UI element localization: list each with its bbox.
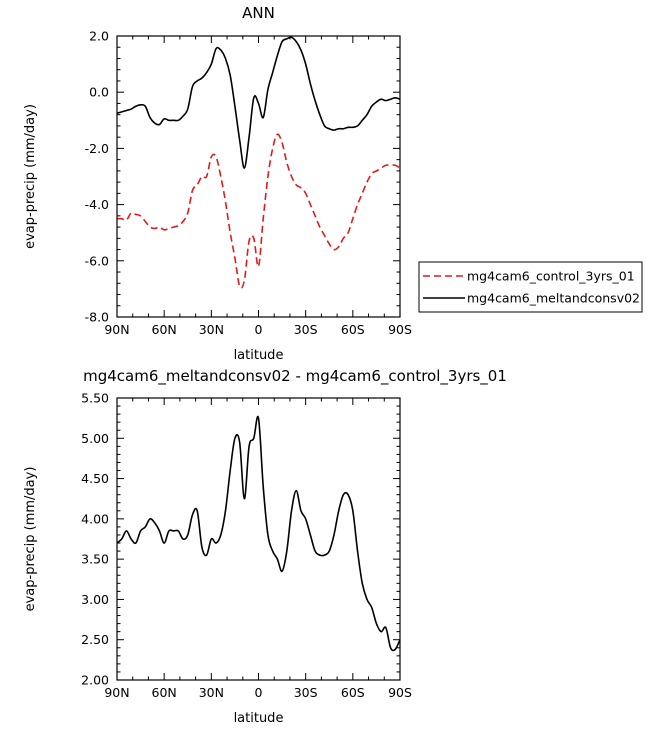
y-tick-label: -4.0 xyxy=(85,197,109,212)
x-tick-label: 90S xyxy=(388,322,412,337)
legend-entry-meltandconsv02: mg4cam6_meltandconsv02 xyxy=(467,291,640,306)
x-tick-label: 90N xyxy=(104,685,129,700)
y-tick-label: 3.50 xyxy=(81,552,109,567)
x-tick-label: 0 xyxy=(255,322,263,337)
y-tick-label: 4.00 xyxy=(81,511,109,526)
series-line-control xyxy=(116,133,401,289)
y-tick-label: 5.00 xyxy=(81,431,109,446)
chart-top-legend: mg4cam6_control_3yrs_01 mg4cam6_meltandc… xyxy=(418,261,643,313)
x-tick-label: 60S xyxy=(341,322,365,337)
chart-top-plot-frame xyxy=(116,35,401,318)
x-tick-label: 30N xyxy=(199,685,224,700)
y-tick-label: 5.50 xyxy=(81,391,109,406)
x-tick-label: 60S xyxy=(341,685,365,700)
x-tick-label: 90S xyxy=(388,685,412,700)
y-tick-label: 2.0 xyxy=(89,29,109,44)
y-tick-label: -8.0 xyxy=(85,310,109,325)
y-tick-label: 0.0 xyxy=(89,85,109,100)
series-line-meltandconsv02 xyxy=(116,36,401,169)
chart-bottom: mg4cam6_meltandconsv02 - mg4cam6_control… xyxy=(23,367,507,726)
y-tick-label: -6.0 xyxy=(85,253,109,268)
chart-top-title: ANN xyxy=(242,4,275,22)
x-tick-label: 30S xyxy=(294,322,318,337)
chart-top-y-axis-label: evap-precip (mm/day) xyxy=(23,104,38,249)
chart-top: ANN latitude evap-precip (mm/day) 90N 60N… xyxy=(23,4,412,363)
series-line-difference xyxy=(116,415,401,652)
chart-bottom-title: mg4cam6_meltandconsv02 - mg4cam6_control… xyxy=(83,367,507,386)
x-tick-label: 90N xyxy=(104,322,129,337)
y-tick-label: 4.50 xyxy=(81,471,109,486)
x-tick-label: 0 xyxy=(255,685,263,700)
legend-box xyxy=(418,261,643,313)
x-tick-label: 30N xyxy=(199,322,224,337)
x-tick-label: 30S xyxy=(294,685,318,700)
chart-bottom-plot-frame xyxy=(116,397,401,681)
x-tick-label: 60N xyxy=(152,685,177,700)
x-tick-label: 60N xyxy=(152,322,177,337)
y-tick-label: 2.50 xyxy=(81,632,109,647)
y-tick-label: -2.0 xyxy=(85,141,109,156)
chart-bottom-x-axis-label: latitude xyxy=(234,711,284,726)
y-tick-label: 2.00 xyxy=(81,673,109,688)
chart-bottom-y-axis-label: evap-precip (mm/day) xyxy=(23,467,38,612)
y-tick-label: 3.00 xyxy=(81,592,109,607)
legend-entry-control: mg4cam6_control_3yrs_01 xyxy=(467,269,635,284)
chart-top-x-axis-label: latitude xyxy=(234,348,284,363)
